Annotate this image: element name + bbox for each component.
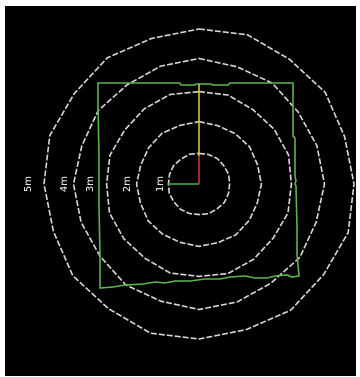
distance-ring-3m (105, 90, 293, 278)
distance-ring-4m (72, 57, 326, 311)
distance-ring-5m (43, 28, 355, 340)
radar-canvas: 1m 2m 3m 4m 5m (23, 28, 355, 340)
ring-labels: 1m 2m 3m 4m 5m (23, 176, 166, 192)
distance-ring-1m (167, 152, 231, 216)
distance-ring-2m (135, 120, 263, 248)
ring-label-3m: 3m (85, 176, 96, 192)
distance-rings (43, 28, 355, 340)
ring-label-2m: 2m (122, 176, 133, 192)
room-outline (97, 82, 300, 289)
ring-label-1m: 1m (155, 176, 166, 192)
ring-label-5m: 5m (23, 176, 34, 192)
lidar-radar-view[interactable]: 1m 2m 3m 4m 5m (5, 6, 356, 376)
ring-label-4m: 4m (59, 176, 70, 192)
